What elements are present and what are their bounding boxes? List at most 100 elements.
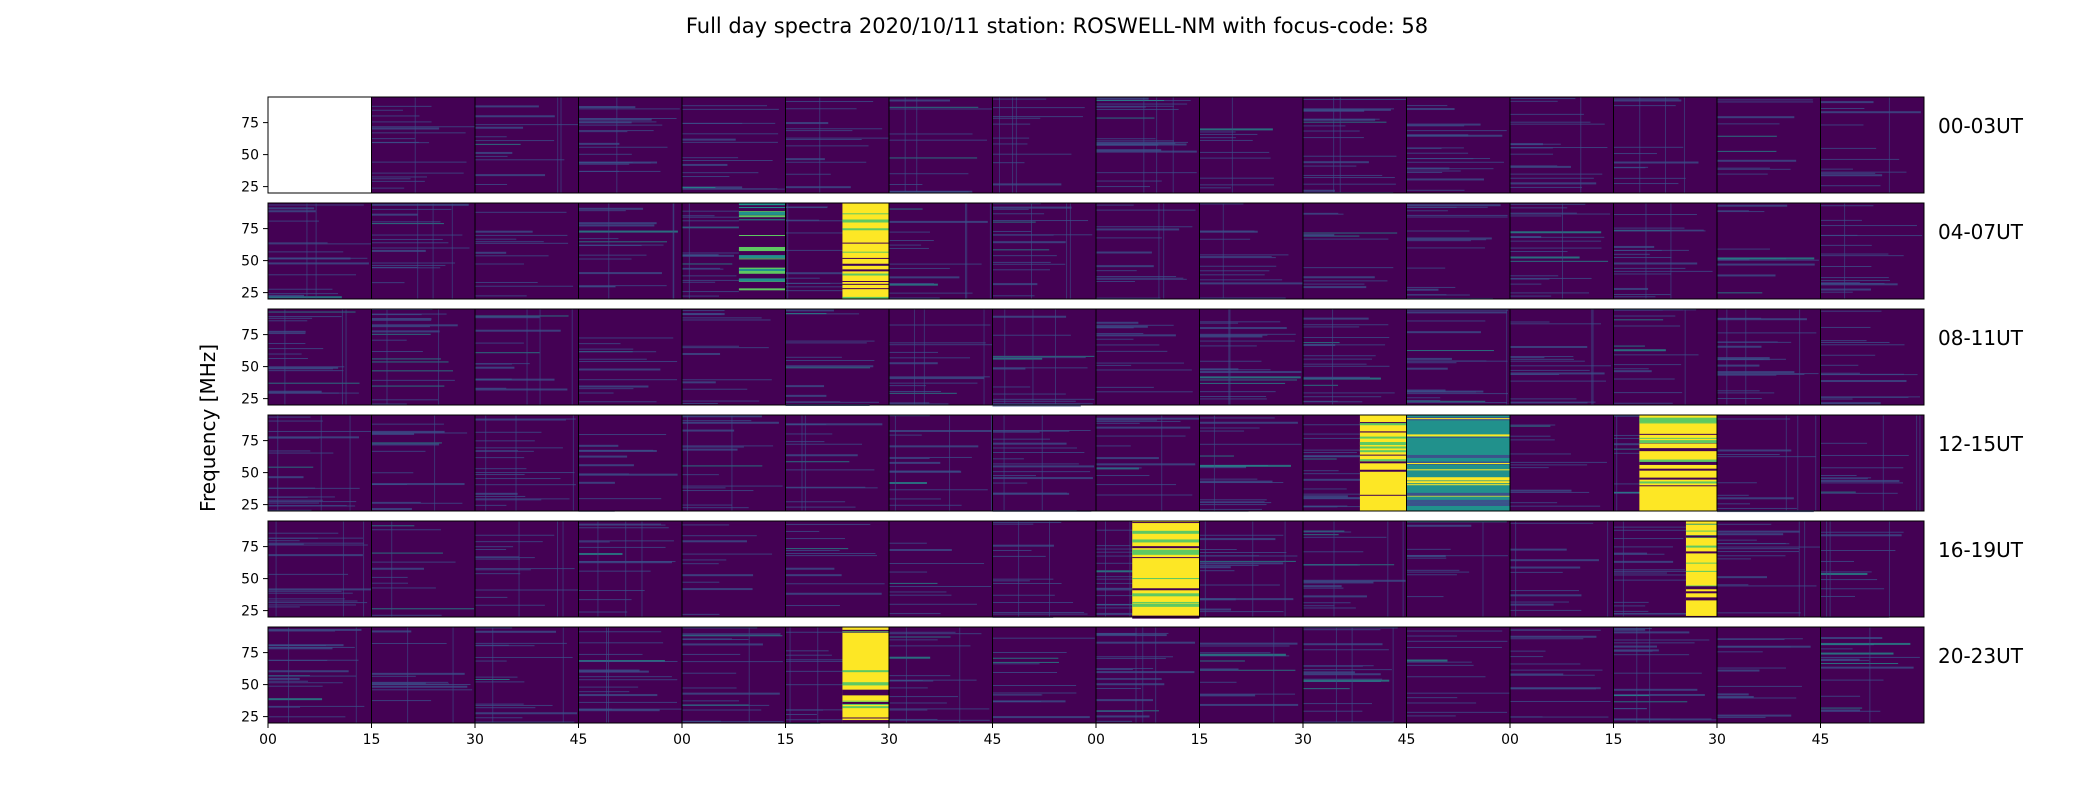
rfi-line bbox=[1510, 123, 1605, 125]
rfi-line bbox=[1303, 643, 1383, 646]
rfi-line bbox=[578, 170, 619, 172]
time-line bbox=[817, 627, 819, 723]
rfi-line bbox=[682, 692, 780, 695]
burst-band bbox=[1359, 459, 1407, 462]
rfi-line bbox=[1303, 177, 1395, 179]
panel-background bbox=[1199, 97, 1303, 193]
rfi-line bbox=[1096, 687, 1142, 689]
time-line bbox=[1273, 627, 1275, 723]
rfi-line bbox=[1510, 275, 1559, 277]
rfi-line bbox=[371, 319, 432, 321]
rfi-line bbox=[889, 719, 990, 721]
rfi-line bbox=[1096, 228, 1180, 231]
rfi-line bbox=[889, 429, 993, 432]
rfi-line bbox=[1820, 147, 1877, 149]
rfi-line bbox=[1199, 274, 1265, 276]
rfi-line bbox=[268, 343, 306, 345]
rfi-line bbox=[785, 186, 851, 189]
rfi-line bbox=[992, 357, 1043, 360]
time-line bbox=[1506, 309, 1508, 405]
rfi-line bbox=[1199, 482, 1284, 484]
time-line bbox=[1387, 521, 1389, 617]
rfi-line bbox=[1510, 380, 1606, 382]
rfi-line bbox=[475, 457, 525, 459]
panel-background bbox=[889, 97, 993, 193]
rfi-line bbox=[1096, 278, 1187, 280]
rfi-line bbox=[1199, 478, 1258, 480]
burst-band bbox=[842, 631, 889, 633]
rfi-line bbox=[1199, 157, 1271, 159]
spectrum-panel bbox=[1199, 309, 1303, 405]
time-line bbox=[432, 203, 434, 299]
rfi-line bbox=[1303, 531, 1352, 533]
time-line bbox=[562, 627, 564, 723]
rfi-line bbox=[682, 421, 779, 424]
rfi-line bbox=[1820, 659, 1870, 661]
y-tick-label: 50 bbox=[241, 360, 259, 376]
rfi-line bbox=[1406, 596, 1444, 598]
burst-band bbox=[1132, 601, 1200, 603]
rfi-line bbox=[475, 342, 524, 344]
rfi-line bbox=[785, 206, 828, 208]
rfi-line bbox=[785, 469, 875, 471]
rfi-line bbox=[785, 487, 878, 489]
time-line bbox=[1826, 521, 1828, 617]
rfi-line bbox=[1717, 210, 1749, 212]
rfi-line bbox=[1717, 101, 1814, 103]
rfi-line bbox=[371, 385, 445, 387]
rfi-line bbox=[1613, 553, 1665, 555]
spectrum-panel bbox=[1510, 415, 1614, 511]
rfi-line bbox=[682, 310, 725, 312]
rfi-line bbox=[1096, 715, 1150, 718]
rfi-line bbox=[475, 316, 540, 319]
rfi-line bbox=[1510, 153, 1554, 155]
spectrum-panel bbox=[889, 203, 993, 300]
x-tick-label: 45 bbox=[1812, 732, 1830, 748]
rfi-line bbox=[475, 642, 567, 644]
rfi-line bbox=[785, 365, 874, 368]
rfi-line bbox=[992, 107, 1085, 109]
time-line bbox=[1335, 627, 1337, 723]
y-tick-label: 25 bbox=[241, 286, 259, 302]
rfi-line bbox=[1820, 124, 1864, 126]
rfi-line bbox=[1820, 372, 1860, 374]
rfi-line bbox=[992, 578, 1054, 580]
rfi-line bbox=[1717, 693, 1749, 696]
time-line bbox=[417, 203, 419, 299]
rfi-line bbox=[475, 499, 542, 501]
spectrum-panel bbox=[1717, 521, 1821, 617]
rfi-line bbox=[682, 535, 757, 537]
rfi-line bbox=[268, 544, 368, 546]
rfi-line bbox=[1303, 161, 1369, 164]
time-line bbox=[288, 627, 290, 723]
rfi-line bbox=[475, 717, 523, 719]
rfi-line bbox=[268, 420, 323, 422]
rfi-line bbox=[785, 550, 840, 552]
rfi-line bbox=[1303, 679, 1390, 682]
rfi-line bbox=[1613, 491, 1659, 493]
rfi-line bbox=[268, 680, 308, 682]
rfi-line bbox=[1510, 277, 1592, 279]
rfi-line bbox=[475, 557, 535, 559]
rfi-line bbox=[1199, 379, 1298, 381]
rfi-line bbox=[1613, 526, 1713, 528]
rfi-line bbox=[1199, 254, 1289, 256]
rfi-line bbox=[1820, 277, 1889, 279]
rfi-line bbox=[1199, 203, 1244, 205]
rfi-line bbox=[1613, 270, 1713, 272]
time-line bbox=[1129, 521, 1131, 617]
rfi-line bbox=[785, 161, 867, 163]
rfi-line bbox=[1510, 186, 1582, 188]
rfi-line bbox=[1406, 524, 1472, 527]
rfi-line bbox=[371, 326, 430, 328]
rfi-line bbox=[1510, 321, 1550, 323]
rfi-line bbox=[682, 490, 754, 492]
rfi-line bbox=[1820, 283, 1885, 285]
rfi-line bbox=[371, 685, 468, 688]
rfi-line bbox=[889, 231, 931, 233]
rfi-line bbox=[1820, 571, 1872, 573]
spectrum-panel bbox=[1096, 415, 1200, 511]
rfi-line bbox=[1303, 534, 1339, 536]
rfi-line bbox=[785, 660, 887, 662]
rfi-line bbox=[1717, 546, 1821, 548]
